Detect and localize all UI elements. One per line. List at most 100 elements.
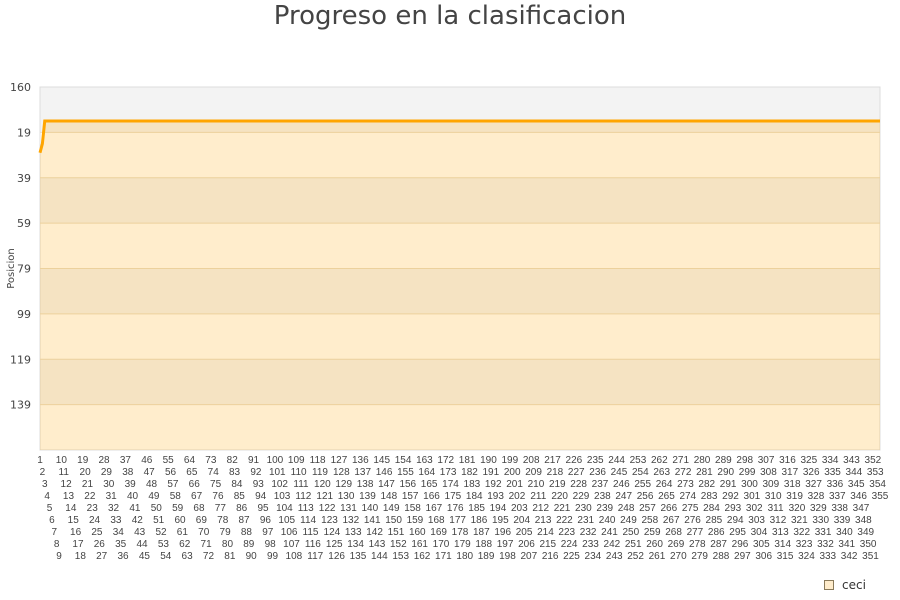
x-tick-label: 162 [414,551,431,562]
x-tick-label: 258 [641,515,658,526]
x-tick-label: 145 [373,455,390,466]
x-tick-label: 77 [215,503,227,514]
x-tick-label: 257 [639,503,656,514]
x-tick-label: 129 [335,479,352,490]
x-tick-label: 286 [708,527,725,538]
x-tick-label: 70 [198,527,210,538]
x-tick-label: 297 [734,551,751,562]
x-tick-label: 341 [838,539,855,550]
x-tick-label: 180 [456,551,473,562]
x-tick-label: 292 [722,491,739,502]
x-tick-label: 346 [850,491,867,502]
x-tick-label: 335 [824,467,841,478]
grid-band [40,177,880,224]
x-tick-label: 275 [682,503,699,514]
x-tick-label: 24 [89,515,101,526]
x-tick-label: 321 [791,515,808,526]
x-tick-label: 263 [653,467,670,478]
x-tick-label: 30 [103,479,115,490]
legend-label[interactable]: ceci [842,578,866,592]
x-tick-label: 234 [585,551,602,562]
x-tick-label: 333 [819,551,836,562]
grid-band [40,87,880,133]
x-tick-label: 139 [359,491,376,502]
x-tick-label: 349 [857,527,874,538]
x-tick-label: 320 [789,503,806,514]
x-tick-label: 148 [380,491,397,502]
x-tick-label: 164 [418,467,435,478]
x-tick-label: 43 [134,527,146,538]
x-tick-label: 299 [739,467,756,478]
x-tick-label: 150 [385,515,402,526]
x-tick-label: 221 [554,503,571,514]
x-tick-label: 155 [397,467,414,478]
x-tick-label: 252 [627,551,644,562]
x-tick-label: 201 [506,479,523,490]
y-tick-label: 19 [17,126,31,139]
x-tick-label: 274 [679,491,696,502]
x-tick-label: 256 [637,491,654,502]
x-tick-label: 355 [872,491,889,502]
x-tick-label: 147 [378,479,395,490]
x-tick-label: 114 [300,515,316,526]
x-tick-label: 76 [212,491,224,502]
x-tick-label: 249 [620,515,637,526]
x-tick-label: 115 [303,527,319,538]
x-tick-label: 99 [267,551,279,562]
x-tick-label: 353 [867,467,884,478]
x-tick-label: 82 [227,455,239,466]
x-tick-label: 308 [760,467,777,478]
x-tick-label: 121 [316,491,333,502]
x-tick-label: 108 [286,551,303,562]
series-line [38,119,880,154]
x-tick-label: 62 [179,539,191,550]
x-tick-label: 192 [485,479,502,490]
legend-swatch[interactable] [824,580,834,590]
x-tick-label: 98 [265,539,277,550]
x-tick-label: 87 [239,515,251,526]
x-tick-label: 272 [675,467,692,478]
x-tick-label: 283 [701,491,718,502]
x-tick-label: 282 [698,479,715,490]
x-tick-label: 305 [753,539,770,550]
x-tick-label: 127 [331,455,348,466]
x-tick-label: 3 [42,479,48,490]
x-tick-label: 142 [366,527,383,538]
x-tick-label: 58 [170,491,182,502]
x-tick-label: 183 [464,479,481,490]
x-tick-label: 303 [748,515,765,526]
x-tick-label: 81 [224,551,236,562]
x-tick-label: 5 [47,503,53,514]
x-tick-label: 269 [668,539,685,550]
x-tick-label: 354 [869,479,886,490]
x-tick-label: 348 [855,515,872,526]
x-tick-label: 133 [345,527,362,538]
x-tick-label: 80 [222,539,234,550]
x-tick-label: 32 [108,503,120,514]
x-tick-label: 261 [649,551,666,562]
x-tick-label: 186 [471,515,488,526]
x-tick-label: 241 [601,527,618,538]
x-tick-label: 233 [582,539,599,550]
x-tick-label: 15 [68,515,80,526]
x-tick-label: 48 [146,479,158,490]
grid-band [40,359,880,405]
x-tick-label: 110 [291,467,307,478]
x-tick-label: 118 [310,455,326,466]
x-tick-label: 12 [61,479,73,490]
x-tick-label: 327 [805,479,822,490]
x-tick-label: 316 [779,455,796,466]
x-tick-label: 231 [577,515,594,526]
y-tick-label: 119 [10,353,31,366]
x-tick-label: 22 [84,491,96,502]
x-tick-label: 125 [326,539,343,550]
x-tick-label: 45 [139,551,151,562]
x-tick-label: 329 [810,503,827,514]
x-tick-label: 47 [144,467,156,478]
x-tick-label: 89 [243,539,255,550]
x-tick-label: 184 [466,491,483,502]
x-tick-label: 172 [437,455,454,466]
x-tick-label: 271 [672,455,689,466]
x-tick-label: 344 [846,467,863,478]
x-tick-label: 163 [416,455,433,466]
